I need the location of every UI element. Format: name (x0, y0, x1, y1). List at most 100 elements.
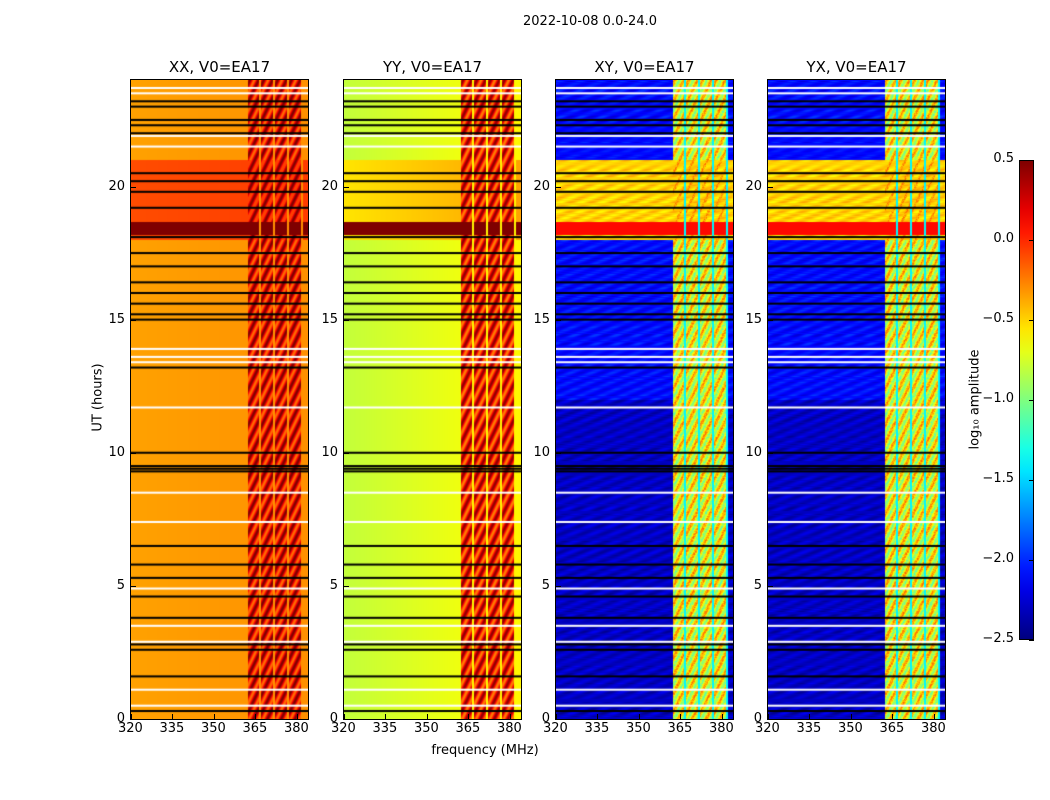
y-tick-label: 5 (541, 577, 550, 593)
x-tick-label: 365 (455, 721, 481, 736)
y-tick (344, 319, 349, 321)
x-tick (680, 714, 682, 719)
y-tick (556, 186, 561, 188)
colorbar-tick-label: 0.0 (993, 231, 1014, 246)
y-tick (131, 186, 136, 188)
colorbar-tick-label: −2.0 (982, 551, 1014, 566)
colorbar-tick-label: −0.5 (982, 311, 1014, 326)
x-tick-label: 350 (200, 721, 226, 736)
y-tick (768, 719, 773, 720)
y-tick (768, 585, 773, 587)
x-tick (344, 714, 345, 719)
axes-frame (767, 79, 946, 720)
x-tick-label: 350 (625, 721, 651, 736)
panel-0: XX, V0=EA17 320 335 350 365 380 0 5 10 15 20 (108, 58, 309, 736)
colorbar-tick-label: −2.5 (982, 631, 1014, 646)
colorbar-tick (1029, 480, 1034, 481)
y-tick-label: 0 (329, 711, 338, 726)
y-tick-label: 0 (116, 711, 125, 726)
x-tick-label: 380 (283, 721, 309, 736)
colorbar-tick (1029, 160, 1034, 161)
y-tick-label: 15 (321, 311, 338, 327)
colorbar-tick (1029, 240, 1034, 241)
x-tick (850, 714, 852, 719)
colorbar-tick (1029, 320, 1034, 321)
colorbar-tick (1029, 640, 1034, 641)
heatmap-3 (768, 80, 945, 719)
x-tick-label: 380 (920, 721, 946, 736)
axes-frame (130, 79, 309, 720)
heatmap-0 (131, 80, 308, 719)
x-tick (468, 714, 470, 719)
panel-1: YY, V0=EA17 320 335 350 365 380 0 5 10 15 20 (321, 58, 522, 736)
x-tick (255, 714, 257, 719)
panel-title: YY, V0=EA17 (382, 58, 483, 76)
x-tick-label: 380 (708, 721, 734, 736)
x-tick (768, 714, 769, 719)
x-tick (509, 714, 511, 719)
y-tick-label: 5 (329, 577, 338, 593)
x-axis-label: frequency (MHz) (431, 743, 539, 758)
y-tick-label: 20 (108, 178, 125, 194)
x-tick (385, 714, 387, 719)
colorbar-tick-label: −1.0 (982, 391, 1014, 406)
x-tick-label: 380 (496, 721, 522, 736)
x-tick-label: 320 (543, 721, 568, 736)
x-tick (809, 714, 811, 719)
y-tick (556, 319, 561, 321)
x-tick-label: 365 (242, 721, 268, 736)
panel-3: YX, V0=EA17 320 335 350 365 380 0 5 10 15 20 (745, 58, 946, 736)
panel-title: YX, V0=EA17 (806, 58, 907, 76)
x-tick (213, 714, 215, 719)
x-tick-label: 320 (118, 721, 143, 736)
y-tick-label: 0 (753, 711, 762, 726)
y-tick-label: 20 (533, 178, 550, 194)
y-tick-label: 5 (116, 577, 125, 593)
heatmap-2 (556, 80, 733, 719)
y-tick (556, 452, 561, 454)
x-tick-label: 335 (796, 721, 822, 736)
x-tick (721, 714, 723, 719)
x-tick (597, 714, 599, 719)
x-tick-label: 350 (837, 721, 863, 736)
colorbar-tick-label: −1.5 (982, 471, 1014, 486)
x-tick-label: 335 (584, 721, 610, 736)
y-tick (344, 585, 349, 587)
x-tick-label: 335 (159, 721, 185, 736)
y-tick (344, 186, 349, 188)
y-tick (768, 452, 773, 454)
colorbar-label: log₁₀ amplitude (967, 349, 983, 450)
y-tick-label: 15 (533, 311, 550, 327)
y-tick-label: 10 (108, 444, 125, 460)
y-tick (131, 319, 136, 321)
heatmap-1 (344, 80, 521, 719)
y-tick (768, 186, 773, 188)
x-tick (933, 714, 935, 719)
x-tick (172, 714, 174, 719)
y-tick-label: 20 (321, 178, 338, 194)
y-tick (556, 585, 561, 587)
x-tick-label: 320 (331, 721, 356, 736)
y-tick (344, 719, 349, 720)
panel-2: XY, V0=EA17 320 335 350 365 380 0 5 10 15 20 (533, 58, 734, 736)
y-tick (131, 719, 136, 720)
x-tick-label: 365 (879, 721, 905, 736)
y-tick-label: 10 (745, 444, 762, 460)
y-tick-label: 0 (541, 711, 550, 726)
colorbar-tick (1029, 400, 1034, 401)
colorbar-tick (1029, 560, 1034, 561)
x-tick (426, 714, 428, 719)
x-tick (638, 714, 640, 719)
y-tick-label: 10 (533, 444, 550, 460)
y-tick (556, 719, 561, 720)
y-tick (344, 452, 349, 454)
x-tick-label: 335 (372, 721, 398, 736)
x-tick (892, 714, 894, 719)
x-tick (131, 714, 132, 719)
y-axis-label: UT (hours) (90, 363, 106, 432)
figure-title: 2022-10-08 0.0-24.0 (523, 14, 657, 29)
axes-frame (343, 79, 522, 720)
colorbar-tick-label: 0.5 (993, 151, 1014, 166)
y-tick-label: 5 (753, 577, 762, 593)
